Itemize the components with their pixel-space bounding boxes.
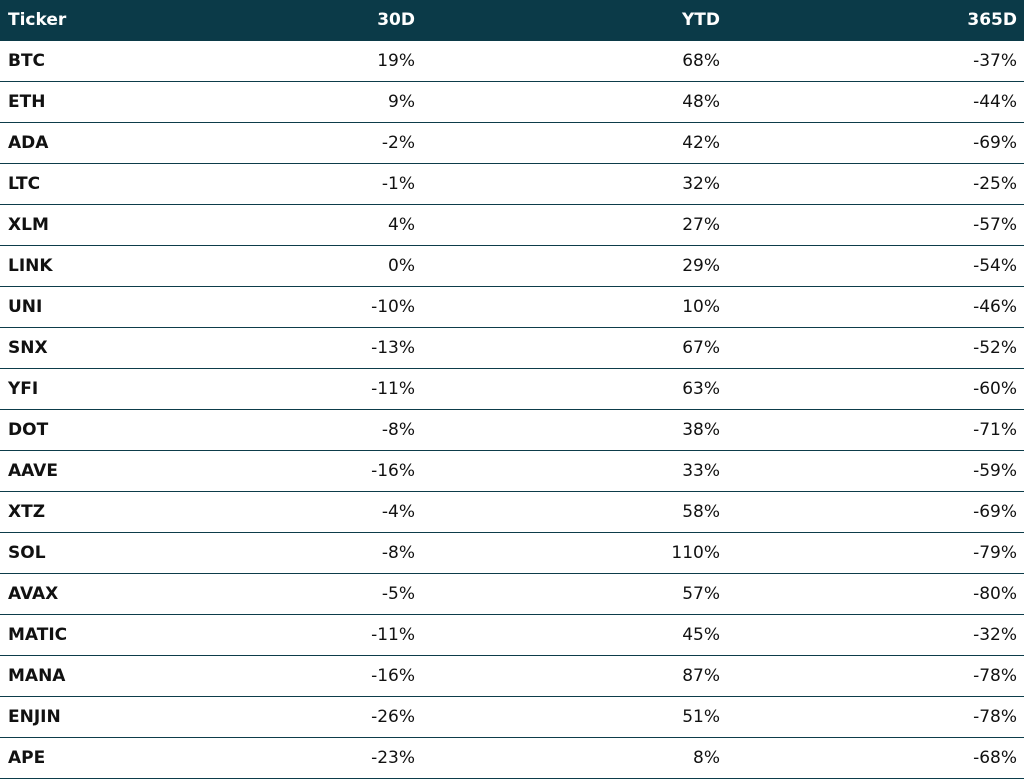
value-cell: -23% (220, 738, 422, 779)
value-cell: -25% (727, 164, 1024, 205)
value-cell: -11% (220, 615, 422, 656)
ticker-cell: APE (0, 738, 220, 779)
value-cell: 51% (422, 697, 727, 738)
value-cell: 45% (422, 615, 727, 656)
value-cell: -80% (727, 574, 1024, 615)
value-cell: -8% (220, 410, 422, 451)
value-cell: 42% (422, 123, 727, 164)
value-cell: 32% (422, 164, 727, 205)
value-cell: 9% (220, 82, 422, 123)
value-cell: -13% (220, 328, 422, 369)
value-cell: -16% (220, 451, 422, 492)
value-cell: 63% (422, 369, 727, 410)
value-cell: 29% (422, 246, 727, 287)
value-cell: -37% (727, 41, 1024, 82)
value-cell: 48% (422, 82, 727, 123)
value-cell: -46% (727, 287, 1024, 328)
value-cell: 67% (422, 328, 727, 369)
ticker-cell: AVAX (0, 574, 220, 615)
column-header: YTD (422, 0, 727, 41)
ticker-cell: AAVE (0, 451, 220, 492)
value-cell: 27% (422, 205, 727, 246)
value-cell: 19% (220, 41, 422, 82)
value-cell: -52% (727, 328, 1024, 369)
value-cell: 8% (422, 738, 727, 779)
value-cell: 33% (422, 451, 727, 492)
ticker-cell: BTC (0, 41, 220, 82)
value-cell: -11% (220, 369, 422, 410)
ticker-cell: SNX (0, 328, 220, 369)
value-cell: -79% (727, 533, 1024, 574)
column-header: 365D (727, 0, 1024, 41)
value-cell: -44% (727, 82, 1024, 123)
value-cell: -71% (727, 410, 1024, 451)
value-cell: -16% (220, 656, 422, 697)
ticker-cell: LTC (0, 164, 220, 205)
value-cell: -54% (727, 246, 1024, 287)
value-cell: -4% (220, 492, 422, 533)
ticker-cell: YFI (0, 369, 220, 410)
value-cell: -8% (220, 533, 422, 574)
value-cell: -69% (727, 123, 1024, 164)
ticker-cell: LINK (0, 246, 220, 287)
ticker-cell: ETH (0, 82, 220, 123)
ticker-cell: ADA (0, 123, 220, 164)
column-header: 30D (220, 0, 422, 41)
value-cell: 57% (422, 574, 727, 615)
value-cell: 58% (422, 492, 727, 533)
value-cell: -68% (727, 738, 1024, 779)
value-cell: 38% (422, 410, 727, 451)
value-cell: 4% (220, 205, 422, 246)
ticker-cell: MANA (0, 656, 220, 697)
value-cell: 68% (422, 41, 727, 82)
value-cell: 110% (422, 533, 727, 574)
value-cell: -69% (727, 492, 1024, 533)
ticker-cell: MATIC (0, 615, 220, 656)
ticker-cell: XLM (0, 205, 220, 246)
value-cell: -57% (727, 205, 1024, 246)
value-cell: -1% (220, 164, 422, 205)
ticker-cell: XTZ (0, 492, 220, 533)
value-cell: -26% (220, 697, 422, 738)
value-cell: 0% (220, 246, 422, 287)
value-cell: -2% (220, 123, 422, 164)
ticker-cell: UNI (0, 287, 220, 328)
value-cell: -5% (220, 574, 422, 615)
ticker-cell: ENJIN (0, 697, 220, 738)
value-cell: 87% (422, 656, 727, 697)
ticker-cell: DOT (0, 410, 220, 451)
value-cell: -78% (727, 656, 1024, 697)
value-cell: -60% (727, 369, 1024, 410)
value-cell: 10% (422, 287, 727, 328)
column-header: Ticker (0, 0, 220, 41)
ticker-cell: SOL (0, 533, 220, 574)
value-cell: -10% (220, 287, 422, 328)
value-cell: -59% (727, 451, 1024, 492)
value-cell: -32% (727, 615, 1024, 656)
value-cell: -78% (727, 697, 1024, 738)
